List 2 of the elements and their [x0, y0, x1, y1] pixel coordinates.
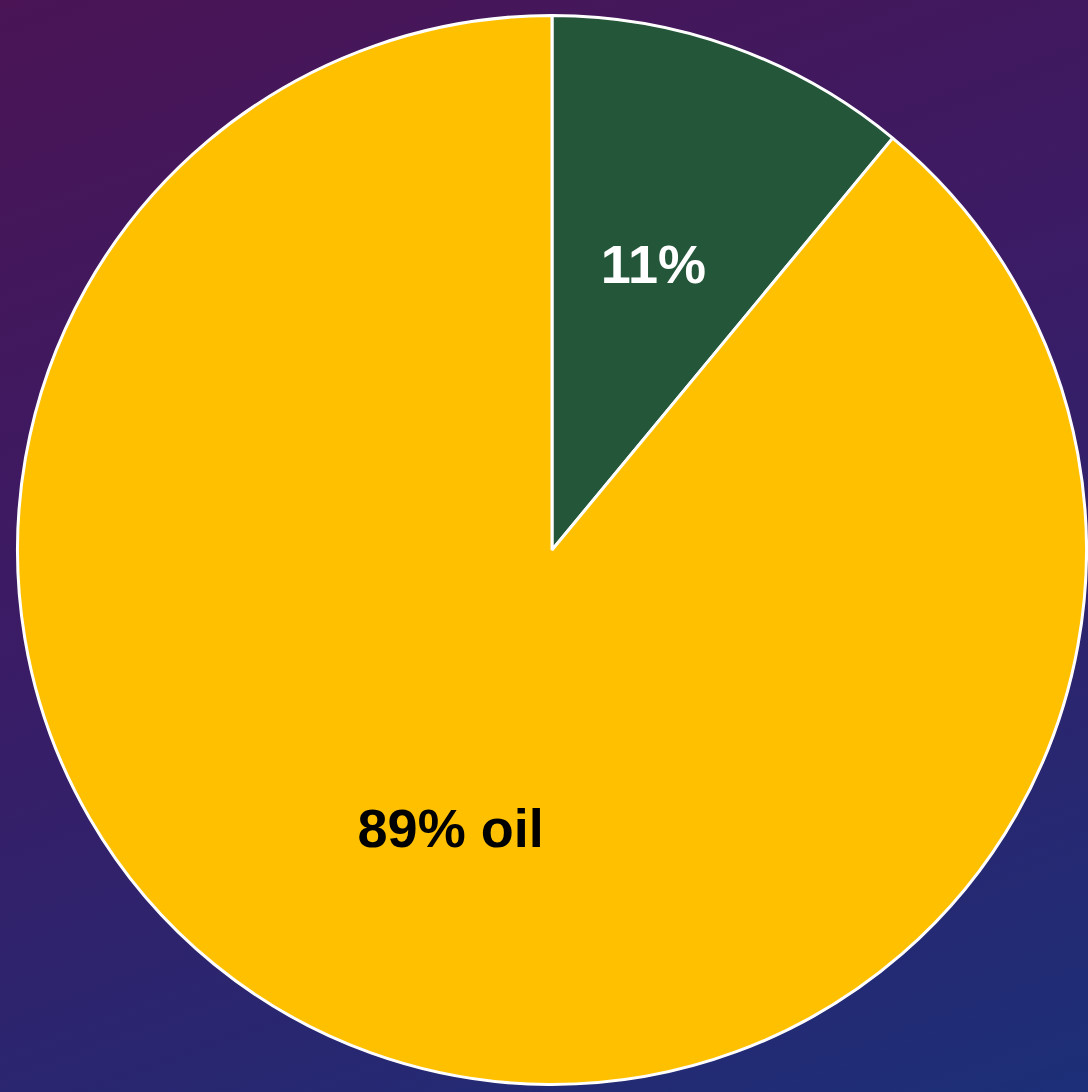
data-label: 11% [600, 234, 706, 295]
slice-label: 89% oil [357, 797, 544, 858]
